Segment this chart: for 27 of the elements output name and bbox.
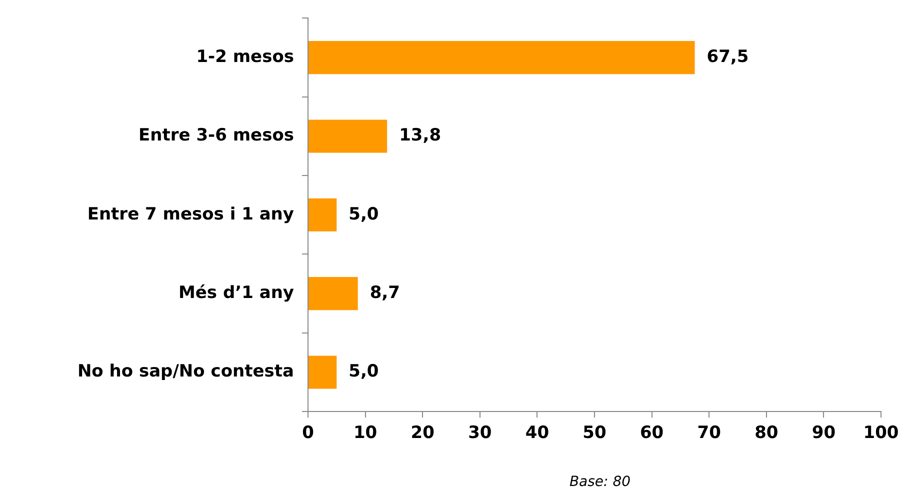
data-label: 5,0 <box>348 204 379 224</box>
y-tick-label: Entre 7 mesos i 1 any <box>87 204 294 224</box>
x-tick-label: 80 <box>754 423 778 444</box>
x-tick-label: 30 <box>468 423 492 444</box>
x-tick-label: 0 <box>302 423 314 444</box>
bar <box>308 277 358 310</box>
bar <box>308 198 337 232</box>
x-tick-label: 50 <box>582 423 606 444</box>
y-tick-label: No ho sap/No contesta <box>77 362 294 382</box>
data-label: 13,8 <box>399 126 442 146</box>
bar <box>308 120 388 153</box>
x-tick-label: 40 <box>525 423 550 444</box>
y-tick-label: Més d’1 any <box>178 283 294 303</box>
bar <box>308 356 337 389</box>
x-tick-label: 90 <box>812 423 836 444</box>
data-label: 67,5 <box>706 46 749 67</box>
bar <box>308 41 695 74</box>
y-tick-label: Entre 3-6 mesos <box>138 126 294 146</box>
y-tick-label: 1-2 mesos <box>196 46 294 67</box>
text: Base: 80 <box>568 474 632 490</box>
x-tick-label: 70 <box>697 423 722 444</box>
data-label: 5,0 <box>348 362 379 382</box>
data-label: 8,7 <box>370 283 400 303</box>
x-tick-label: 60 <box>640 423 664 444</box>
x-tick-label: 100 <box>863 423 899 444</box>
x-tick-label: 10 <box>353 423 378 444</box>
x-tick-label: 20 <box>410 423 435 444</box>
